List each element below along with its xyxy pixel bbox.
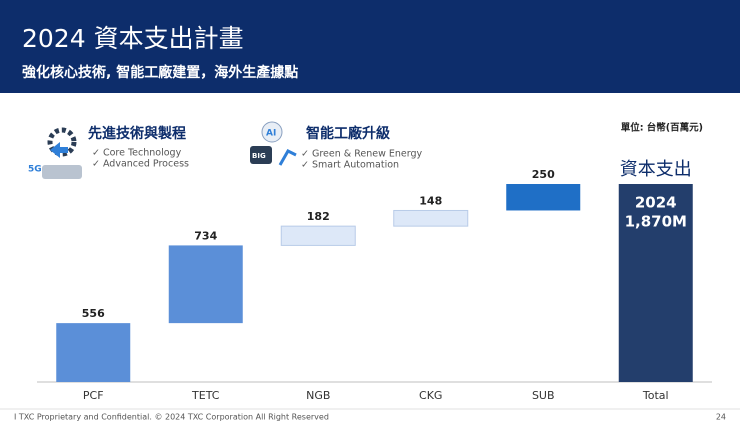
- x-tick-label: SUB: [532, 389, 555, 402]
- data-label: 734: [194, 229, 217, 242]
- bar: [280, 225, 356, 246]
- highlight-item: ✓ Advanced Process: [92, 159, 189, 170]
- highlight-title: 智能工廠升級: [305, 125, 390, 142]
- bar: [393, 209, 469, 227]
- plot: 556 PCF 734 TETC 182 NGB 148 CKG 250 SUB 資本支出 20241…: [56, 159, 693, 402]
- data-label: 250: [532, 168, 555, 181]
- highlight-item: ✓ Green & Renew Energy: [301, 149, 423, 160]
- footer-text: I TXC Proprietary and Confidential. © 20…: [14, 413, 329, 422]
- svg-text:AI: AI: [266, 129, 276, 139]
- data-label: 182: [307, 210, 330, 223]
- icon-factory: AI BIG: [250, 121, 297, 166]
- svg-text:5G: 5G: [28, 165, 42, 175]
- total-label: 1,870M: [625, 213, 687, 231]
- bar: [168, 245, 243, 324]
- unit-label: 單位: 台幣(百萬元): [621, 122, 703, 134]
- x-tick-label: Total: [642, 389, 669, 402]
- x-tick-label: CKG: [419, 389, 442, 402]
- icon-tech: 5G: [28, 127, 82, 179]
- total-title: 資本支出: [620, 159, 692, 180]
- x-tick-label: PCF: [83, 389, 104, 402]
- title: 2024 資本支出計畫: [22, 24, 244, 53]
- total-bar: [618, 184, 693, 382]
- total-year: 2024: [635, 194, 677, 212]
- page-number: 24: [716, 413, 726, 422]
- subtitle: 強化核心技術, 智能工廠建置，海外生產據點: [22, 64, 298, 81]
- header-band: [0, 0, 740, 93]
- bar: [506, 184, 581, 211]
- x-tick-label: NGB: [306, 389, 330, 402]
- svg-text:BIG: BIG: [252, 152, 266, 160]
- x-tick-label: TETC: [191, 389, 220, 402]
- data-label: 556: [82, 307, 105, 320]
- highlight-title: 先進技術與製程: [88, 125, 186, 142]
- highlight-item: ✓ Core Technology: [92, 148, 182, 159]
- data-label: 148: [419, 194, 442, 207]
- bar: [56, 323, 131, 382]
- highlight-item: ✓ Smart Automation: [301, 160, 399, 171]
